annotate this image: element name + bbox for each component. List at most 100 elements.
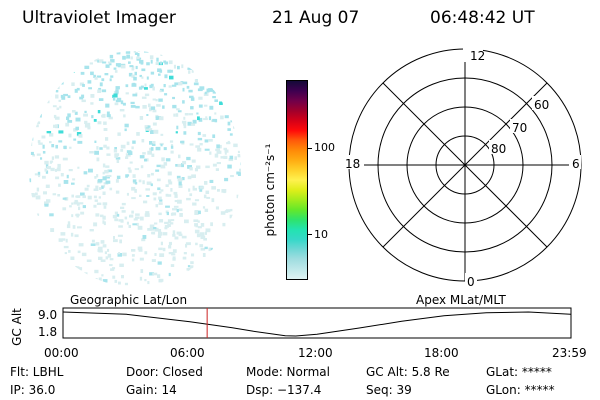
image-pixel bbox=[168, 60, 173, 65]
image-pixel bbox=[132, 140, 136, 144]
image-pixel bbox=[146, 62, 150, 66]
image-pixel bbox=[102, 215, 106, 220]
image-pixel bbox=[137, 53, 140, 57]
image-pixel bbox=[105, 64, 110, 68]
image-pixel bbox=[239, 269, 241, 274]
image-pixel bbox=[86, 259, 92, 262]
image-pixel bbox=[59, 74, 63, 79]
image-pixel bbox=[247, 158, 250, 161]
image-pixel bbox=[237, 233, 241, 237]
image-pixel bbox=[77, 267, 83, 271]
image-pixel bbox=[26, 179, 28, 182]
image-pixel bbox=[91, 115, 94, 119]
image-pixel bbox=[58, 281, 62, 284]
image-pixel bbox=[128, 61, 131, 64]
image-pixel bbox=[164, 74, 168, 79]
image-pixel bbox=[49, 133, 54, 137]
image-pixel bbox=[144, 213, 150, 217]
image-pixel bbox=[38, 104, 42, 108]
image-pixel bbox=[49, 80, 53, 84]
image-pixel bbox=[230, 208, 233, 212]
image-pixel bbox=[238, 140, 241, 143]
image-pixel bbox=[87, 122, 91, 127]
image-pixel bbox=[157, 274, 161, 278]
image-pixel bbox=[220, 65, 225, 68]
image-pixel bbox=[63, 93, 68, 97]
image-pixel bbox=[206, 89, 210, 93]
image-pixel bbox=[152, 122, 157, 126]
image-pixel bbox=[29, 178, 32, 183]
image-pixel bbox=[150, 71, 155, 75]
image-pixel bbox=[130, 105, 136, 108]
image-pixel bbox=[37, 171, 41, 176]
image-pixel bbox=[205, 72, 209, 77]
image-pixel bbox=[62, 238, 66, 241]
image-pixel bbox=[144, 83, 147, 87]
image-pixel bbox=[149, 55, 154, 60]
mlt-label-0: 0 bbox=[467, 275, 475, 289]
image-pixel bbox=[42, 250, 48, 254]
apex-caption: Apex MLat/MLT bbox=[416, 293, 506, 307]
image-pixel bbox=[247, 271, 250, 275]
image-pixel bbox=[29, 74, 32, 79]
image-pixel bbox=[158, 229, 162, 233]
image-pixel bbox=[189, 265, 194, 269]
image-pixel bbox=[240, 69, 241, 73]
image-pixel bbox=[224, 177, 229, 182]
image-pixel bbox=[77, 250, 81, 254]
image-pixel bbox=[249, 92, 250, 94]
image-pixel bbox=[29, 268, 31, 272]
image-pixel bbox=[187, 67, 193, 70]
image-pixel bbox=[56, 107, 60, 110]
image-pixel bbox=[78, 243, 84, 247]
image-pixel bbox=[195, 242, 198, 246]
image-pixel bbox=[103, 144, 107, 148]
image-pixel bbox=[239, 168, 241, 172]
image-pixel bbox=[114, 211, 118, 215]
image-pixel bbox=[29, 51, 32, 53]
image-pixel bbox=[124, 282, 128, 286]
image-pixel bbox=[87, 80, 92, 84]
image-pixel bbox=[228, 59, 233, 63]
image-pixel bbox=[209, 62, 214, 65]
image-pixel bbox=[40, 247, 46, 252]
image-pixel bbox=[43, 257, 48, 260]
image-pixel bbox=[72, 51, 77, 55]
image-pixel bbox=[63, 264, 69, 268]
image-pixel bbox=[98, 256, 103, 260]
image-pixel bbox=[125, 51, 131, 54]
image-pixel bbox=[36, 153, 41, 156]
image-pixel bbox=[46, 262, 50, 266]
image-pixel bbox=[226, 59, 231, 63]
image-pixel bbox=[119, 49, 124, 51]
polar-grid: 12 18 6 0 60 70 80 bbox=[342, 48, 582, 289]
image-pixel bbox=[138, 86, 143, 90]
image-pixel bbox=[231, 93, 236, 97]
image-pixel bbox=[93, 188, 99, 191]
image-pixel bbox=[220, 211, 226, 215]
image-pixel bbox=[94, 51, 98, 56]
image-pixel bbox=[109, 187, 113, 191]
image-pixel bbox=[110, 268, 115, 271]
image-pixel bbox=[112, 94, 115, 98]
image-pixel bbox=[243, 67, 247, 70]
image-pixel bbox=[158, 196, 162, 200]
image-pixel bbox=[170, 212, 174, 216]
image-pixel bbox=[175, 113, 179, 117]
image-pixel bbox=[188, 280, 193, 284]
image-pixel bbox=[113, 239, 118, 243]
image-pixel bbox=[192, 119, 197, 124]
image-pixel bbox=[31, 80, 35, 84]
image-pixel bbox=[119, 263, 124, 267]
image-pixel bbox=[172, 230, 176, 235]
image-pixel bbox=[93, 74, 96, 78]
image-pixel bbox=[190, 106, 194, 110]
image-pixel bbox=[35, 233, 39, 237]
image-pixel bbox=[92, 286, 95, 287]
image-pixel bbox=[209, 247, 213, 251]
image-pixel bbox=[70, 70, 75, 73]
image-pixel bbox=[150, 106, 156, 110]
image-pixel bbox=[52, 193, 57, 196]
image-pixel bbox=[52, 61, 55, 66]
image-pixel bbox=[247, 65, 250, 68]
